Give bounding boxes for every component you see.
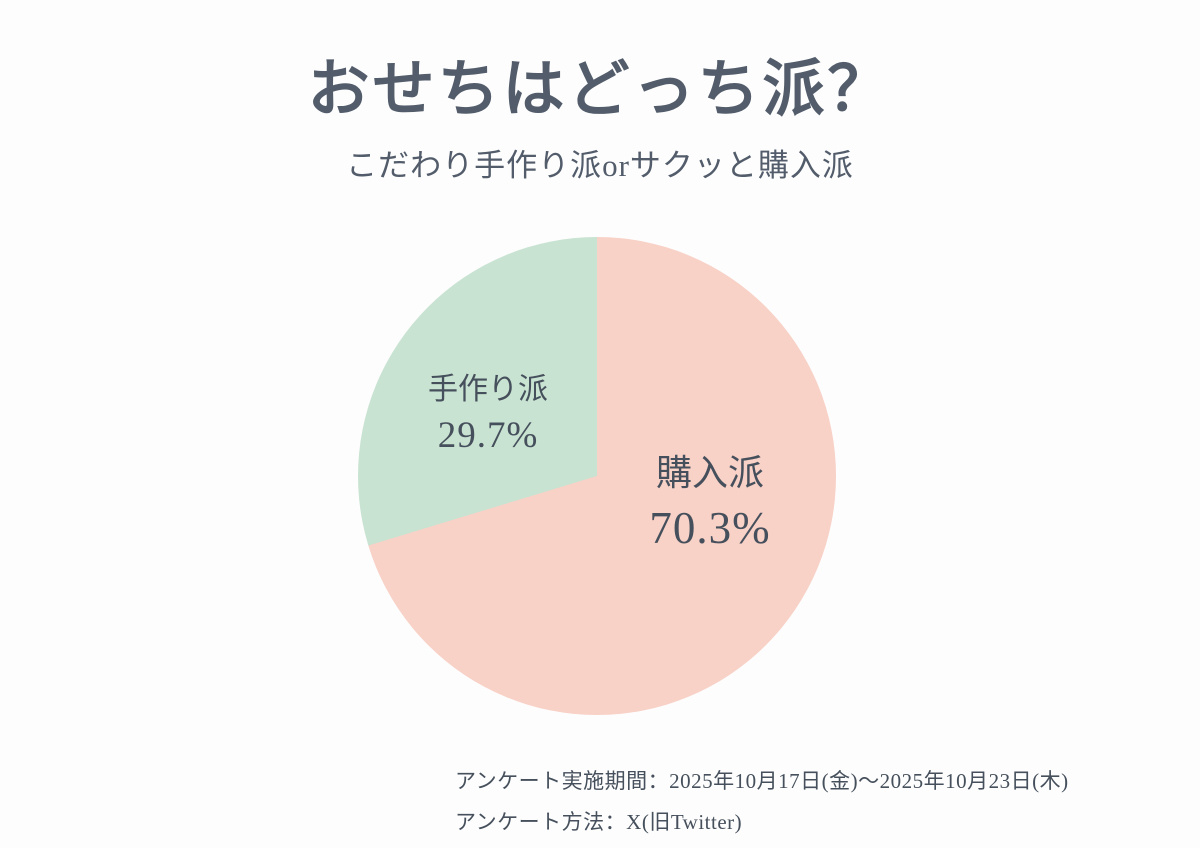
survey-method: アンケート方法：X(旧Twitter) [455, 809, 743, 834]
page-title: おせちはどっち派？ [307, 56, 893, 124]
survey-notes: アンケート実施期間：2025年10月17日(金)～2025年10月23日(木) … [455, 761, 1069, 843]
page-subtitle: こだわり手作り派orサクッと購入派 [346, 148, 854, 183]
pie-chart: 手作り派 29.7% 購入派 70.3% [358, 237, 836, 715]
pie-label-handmade: 手作り派 29.7% [396, 370, 580, 460]
pie-label-handmade-percent: 29.7% [437, 414, 539, 456]
pie-label-buy: 購入派 70.3% [610, 449, 810, 558]
survey-period: アンケート実施期間：2025年10月17日(金)～2025年10月23日(木) [455, 769, 1069, 793]
pie-label-handmade-name: 手作り派 [428, 373, 548, 406]
pie-label-buy-name: 購入派 [655, 453, 764, 493]
pie-label-buy-percent: 70.3% [649, 502, 771, 553]
